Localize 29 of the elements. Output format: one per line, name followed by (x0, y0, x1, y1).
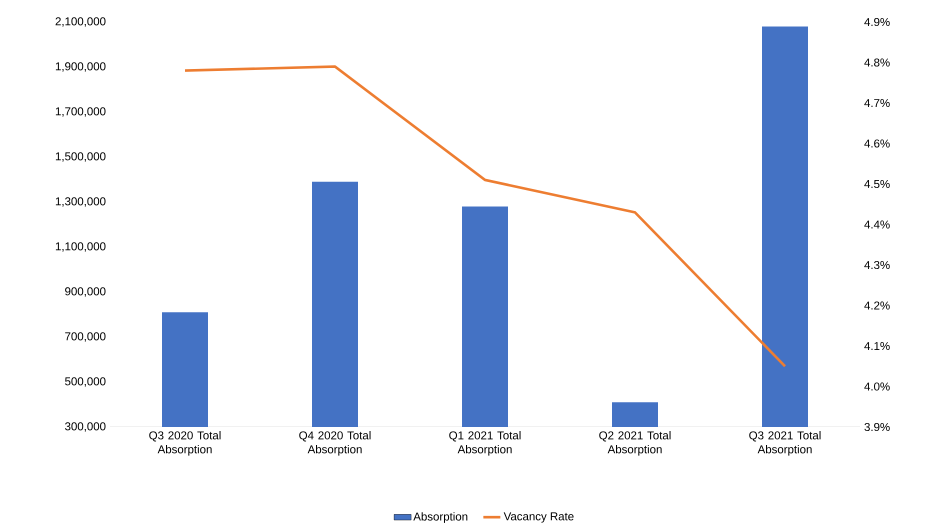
y2-tick-label: 4.6% (864, 139, 890, 148)
x-tick-label: Q4 2020 Total Absorption (299, 430, 371, 456)
y-tick-label: 1,900,000 (56, 62, 106, 72)
y-tick-label: 1,700,000 (56, 107, 106, 117)
x-tick-label: Q1 2021 Total Absorption (449, 430, 521, 456)
y2-tick-label: 4.4% (864, 220, 890, 228)
y-tick-label: 1,500,000 (56, 152, 106, 162)
x-tick-label: Q3 2021 Total Absorption (749, 430, 821, 456)
y2-tick-label: 4.2% (864, 301, 890, 310)
y2-tick-label: 3.9% (864, 422, 890, 431)
x-tick-label: Q3 2020 Total Absorption (149, 430, 221, 456)
y-tick-label: 900,000 (65, 287, 106, 297)
y2-tick-label: 4.3% (864, 260, 890, 269)
y2-tick-label: 4.8% (864, 58, 890, 66)
x-tick-label: Q2 2021 Total Absorption (599, 430, 671, 456)
y2-tick-label: 4.9% (864, 18, 890, 26)
y-tick-label: 2,100,000 (56, 17, 106, 27)
y-tick-label: 500,000 (65, 377, 106, 387)
y-tick-label: 1,300,000 (56, 197, 106, 207)
y2-tick-label: 4.0% (864, 382, 890, 390)
legend-label: Vacancy Rate (504, 512, 574, 523)
y2-tick-label: 4.5% (864, 180, 890, 188)
y-tick-label: 1,100,000 (56, 242, 106, 252)
y2-tick-label: 4.1% (864, 342, 890, 350)
line-series (184, 65, 786, 368)
legend-label: Absorption (413, 512, 468, 523)
y-tick-label: 300,000 (65, 422, 106, 432)
y-tick-label: 700,000 (65, 332, 106, 342)
y2-tick-label: 4.7% (864, 98, 890, 107)
